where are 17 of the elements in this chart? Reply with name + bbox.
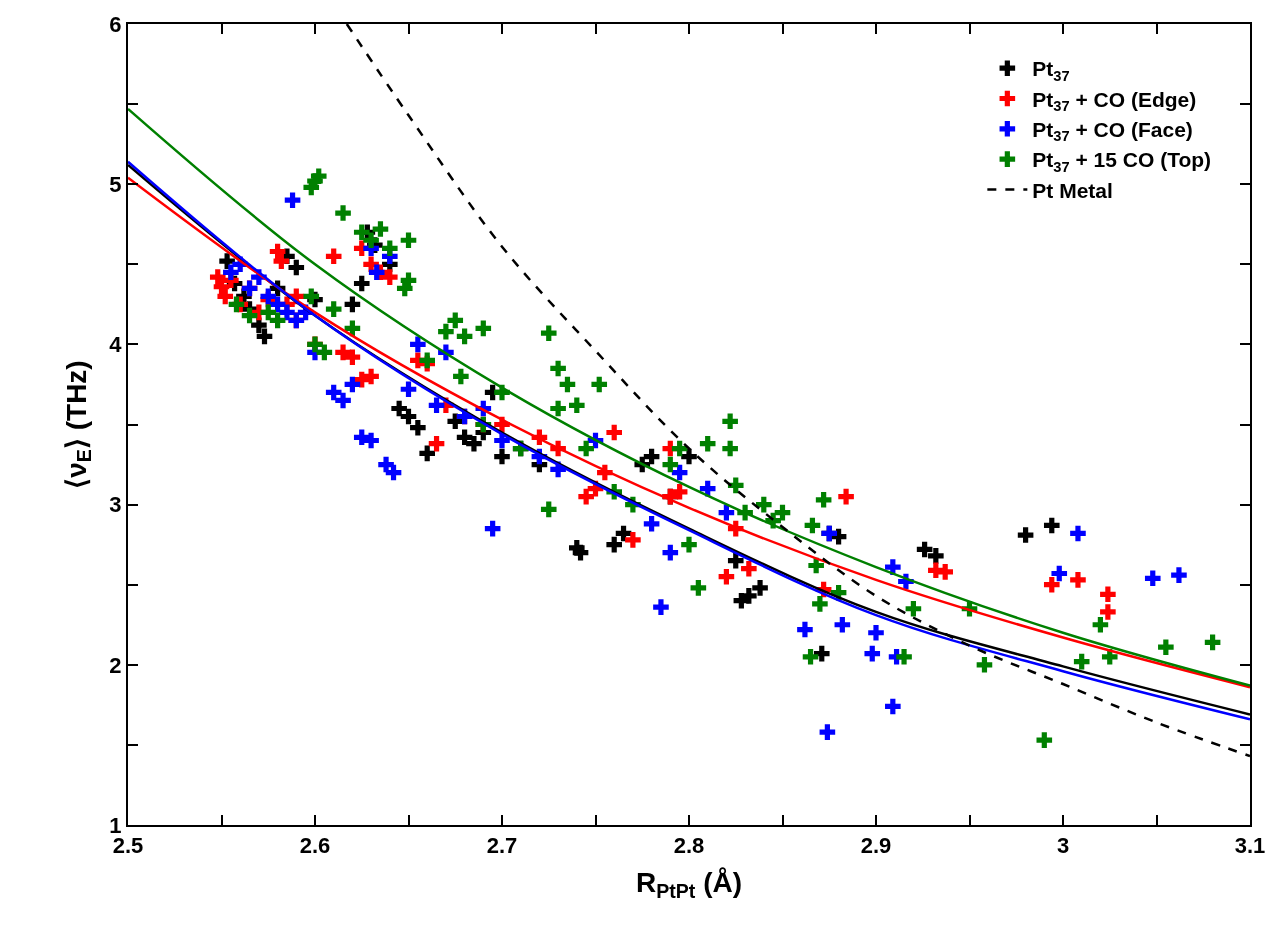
x-tick-label: 3	[1056, 833, 1070, 859]
y-tick-label: 6	[109, 11, 122, 37]
x-tick-label: 2.9	[860, 833, 892, 859]
x-tick-label: 3.1	[1234, 833, 1266, 859]
legend-label: Pt$_{37}$ + CO (Face)	[1032, 117, 1193, 145]
x-tick-label: 2.6	[299, 833, 331, 859]
x-tick-label: 2.7	[486, 833, 518, 859]
legend-label: Pt Metal	[1032, 178, 1113, 202]
legend-label: Pt$_{37}$	[1032, 57, 1070, 84]
y-tick-label: 3	[109, 492, 122, 518]
x-axis-title: R$_{PtPt}$ (Å)	[635, 867, 743, 902]
x-tick-label: 2.8	[673, 833, 705, 859]
legend-label: Pt$_{37}$ + CO (Edge)	[1032, 87, 1197, 115]
legend-label: Pt$_{37}$ + 15 CO (Top)	[1032, 148, 1212, 175]
y-tick-label: 4	[109, 332, 123, 358]
y-tick-label: 5	[109, 171, 122, 197]
y-tick-label: 2	[109, 652, 122, 678]
